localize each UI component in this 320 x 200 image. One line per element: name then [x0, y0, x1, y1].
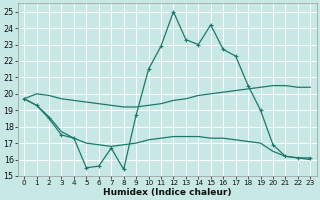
X-axis label: Humidex (Indice chaleur): Humidex (Indice chaleur): [103, 188, 231, 197]
